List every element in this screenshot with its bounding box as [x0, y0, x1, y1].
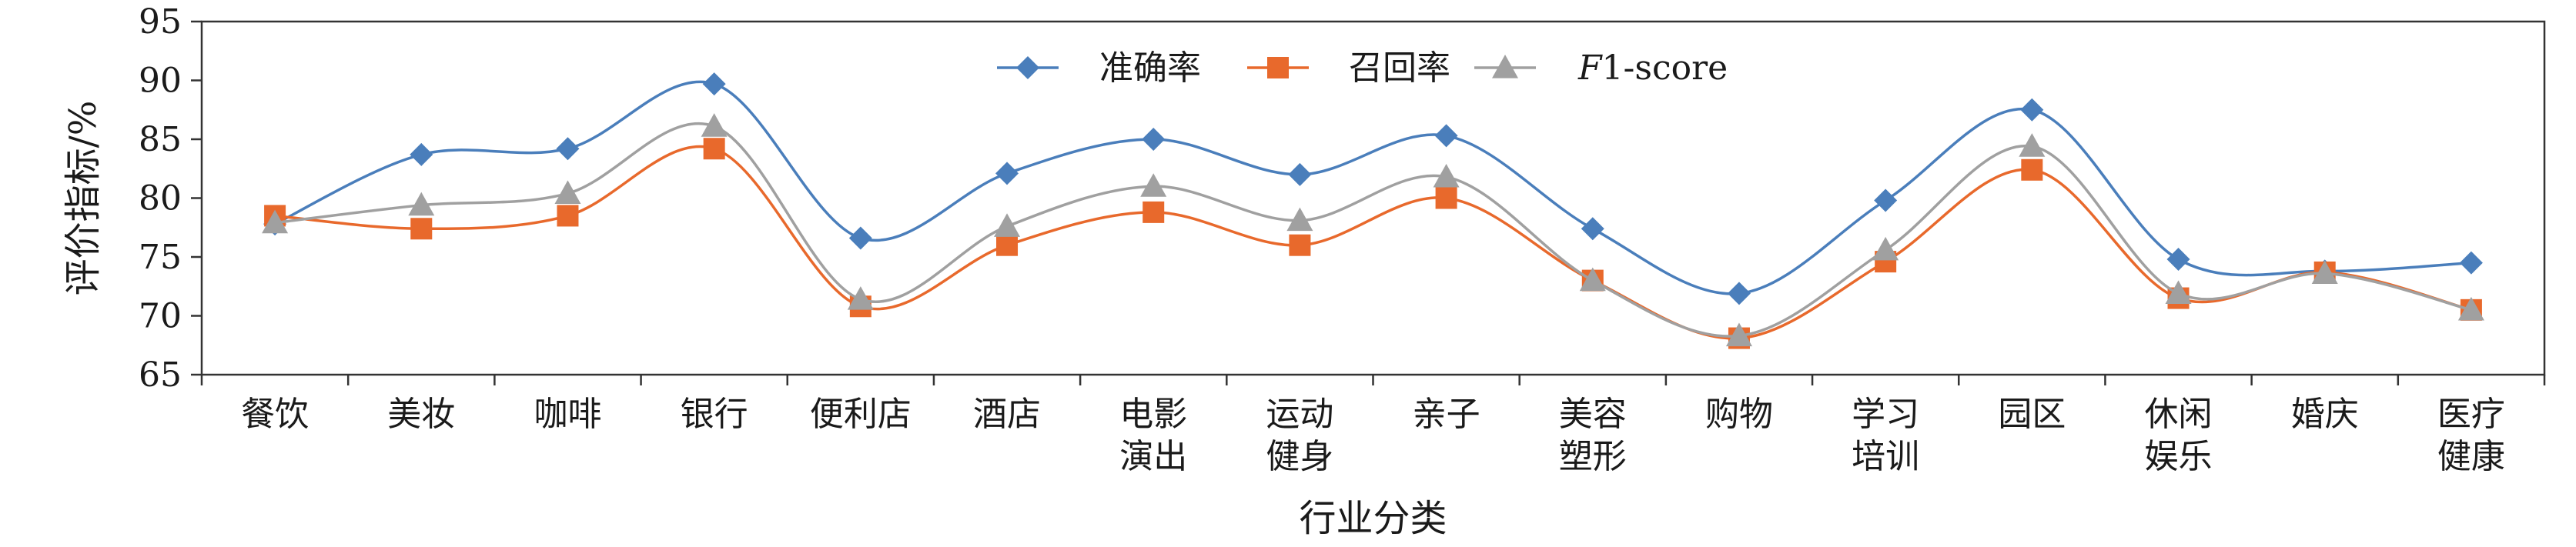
data-point: [703, 138, 725, 160]
series-2: [262, 113, 2484, 347]
x-tick-label: 健身: [1266, 437, 1333, 476]
data-point: [408, 192, 435, 216]
data-point: [1140, 173, 1167, 197]
legend-label: F1-score: [1577, 48, 1728, 88]
data-point: [557, 205, 579, 227]
y-tick-label: 95: [139, 2, 182, 42]
data-point: [847, 286, 874, 310]
y-axis-title: 评价指标/%: [62, 101, 105, 296]
data-point: [1289, 234, 1311, 256]
data-point: [1874, 188, 1898, 212]
x-tick-label: 休闲: [2145, 395, 2213, 434]
legend-item: 准确率: [997, 48, 1201, 88]
data-point: [1727, 282, 1751, 305]
y-tick-label: 90: [139, 62, 182, 101]
data-point: [994, 213, 1021, 237]
data-point: [848, 226, 872, 250]
data-point: [995, 162, 1019, 185]
y-tick-label: 75: [139, 238, 182, 277]
legend-item: F1-score: [1474, 48, 1728, 88]
data-point: [1142, 128, 1166, 151]
legend-label: 召回率: [1349, 48, 1450, 88]
x-tick-label: 婚庆: [2291, 395, 2359, 434]
data-point: [2459, 251, 2483, 275]
data-point: [1288, 162, 1312, 186]
x-tick-label: 电影: [1119, 395, 1187, 434]
x-tick-label: 演出: [1119, 437, 1187, 476]
series-1: [264, 138, 2482, 349]
data-point: [1581, 217, 1604, 241]
data-point: [701, 113, 728, 137]
x-tick-label: 塑形: [1559, 437, 1627, 476]
legend-label-italic-part: F: [1577, 48, 1603, 88]
data-point: [2021, 158, 2043, 181]
x-tick-label: 美妆: [387, 395, 455, 434]
data-point: [2457, 296, 2484, 321]
x-tick-label: 亲子: [1413, 395, 1480, 434]
data-point: [1142, 201, 1165, 223]
legend-marker: [1016, 56, 1039, 79]
x-tick-label: 培训: [1852, 437, 1919, 476]
data-point: [1286, 207, 1313, 232]
legend-marker: [1492, 55, 1518, 78]
x-tick-label: 酒店: [973, 395, 1041, 434]
data-point: [554, 180, 581, 204]
data-point: [2020, 98, 2044, 122]
series-line: [274, 122, 2472, 338]
data-point: [1435, 187, 1457, 209]
x-tick-label: 医疗: [2437, 395, 2505, 434]
data-point: [1579, 267, 1606, 292]
series-line: [274, 145, 2472, 340]
data-point: [1434, 124, 1458, 148]
data-point: [2311, 260, 2338, 285]
x-tick-label: 健康: [2437, 437, 2505, 476]
x-tick-label: 购物: [1705, 395, 1773, 434]
series-line: [274, 80, 2472, 295]
x-tick-label: 娱乐: [2145, 437, 2213, 476]
x-tick-label: 便利店: [810, 395, 912, 434]
data-point: [556, 137, 580, 161]
data-point: [996, 234, 1019, 256]
x-tick-label: 园区: [1998, 395, 2066, 434]
x-tick-label: 学习: [1852, 395, 1919, 434]
data-point: [262, 209, 289, 234]
y-tick-label: 85: [139, 120, 182, 159]
y-tick-label: 80: [139, 179, 182, 218]
x-tick-label: 咖啡: [534, 395, 601, 434]
legend-label-rest: 1-score: [1602, 48, 1728, 88]
legend-item: 召回率: [1247, 48, 1450, 88]
x-tick-label: 运动: [1266, 395, 1333, 434]
legend-marker: [1267, 57, 1289, 78]
data-point: [1725, 322, 1752, 347]
x-tick-label: 银行: [681, 395, 748, 434]
data-point: [410, 218, 433, 240]
data-point: [1872, 236, 1899, 261]
data-point: [2165, 280, 2192, 305]
data-point: [410, 142, 433, 166]
x-tick-label: 美容: [1559, 395, 1627, 434]
data-point: [702, 72, 726, 96]
data-point: [1433, 163, 1460, 188]
x-tick-label: 餐饮: [241, 395, 309, 434]
y-tick-label: 65: [139, 355, 182, 395]
legend-label: 准确率: [1099, 48, 1201, 88]
x-axis-title: 行业分类: [1299, 497, 1447, 540]
y-tick-label: 70: [139, 297, 182, 336]
data-point: [2166, 248, 2190, 272]
data-point: [2019, 133, 2046, 157]
